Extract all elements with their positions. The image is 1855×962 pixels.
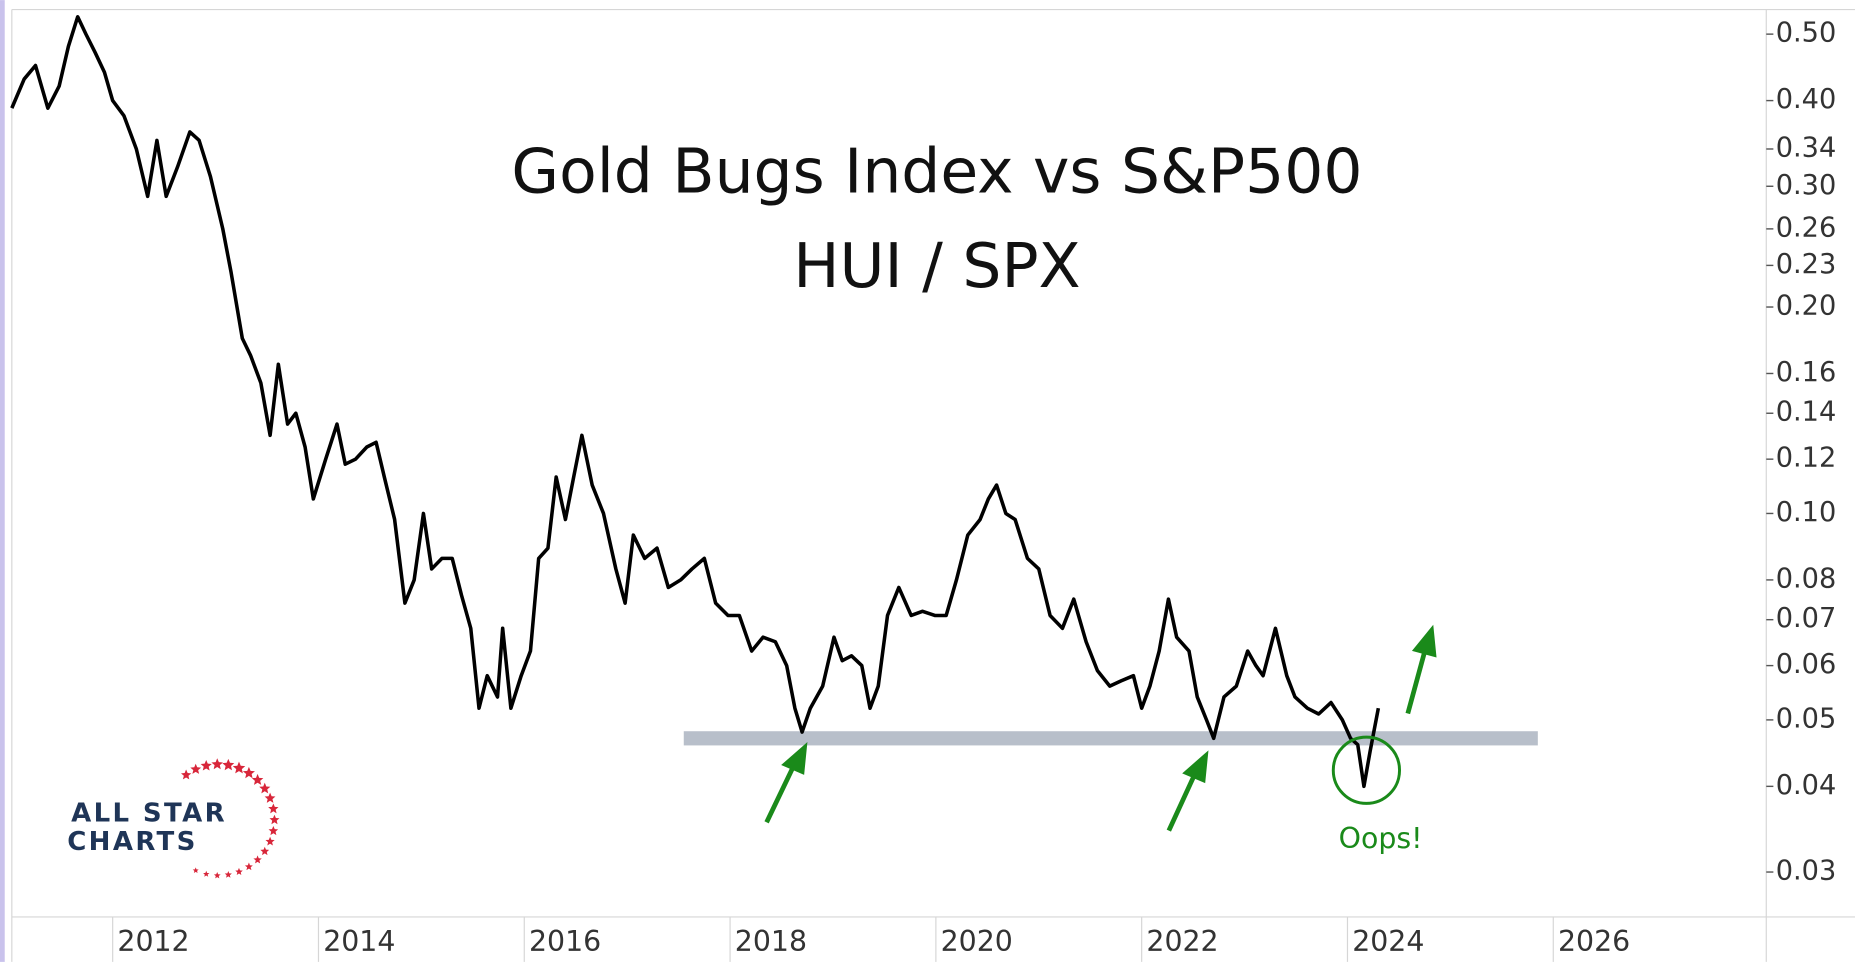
y-tick-label: 0.30 (1776, 170, 1837, 201)
logo-star (264, 792, 276, 803)
arrow-head (1182, 750, 1209, 784)
logo-star (190, 763, 202, 774)
logo-star (200, 759, 212, 771)
logo-star (211, 758, 224, 770)
y-tick-label: 0.14 (1776, 397, 1837, 428)
logo-star (222, 758, 235, 771)
logo-text: CHARTS (67, 827, 198, 857)
chart-title: Gold Bugs Index vs S&P500 (511, 135, 1362, 207)
y-tick-label: 0.12 (1776, 443, 1837, 474)
x-tick-label: 2014 (323, 925, 395, 958)
support-band (683, 731, 1538, 746)
y-tick-label: 0.06 (1776, 649, 1837, 680)
logo-star (232, 761, 246, 774)
logo-star (192, 867, 199, 874)
arrow-head (781, 742, 808, 775)
y-tick-label: 0.40 (1776, 84, 1837, 115)
logo-star (181, 769, 192, 780)
arrow (764, 762, 798, 824)
logo-star (235, 867, 243, 875)
y-tick-label: 0.23 (1776, 249, 1837, 280)
y-tick-label: 0.34 (1776, 132, 1837, 163)
arrow (1405, 647, 1428, 715)
logo-star (224, 871, 232, 878)
y-tick-label: 0.05 (1776, 703, 1837, 734)
logo-star (260, 846, 270, 856)
logo-star (253, 855, 262, 864)
y-tick-label: 0.07 (1776, 603, 1837, 634)
logo-star (213, 871, 221, 879)
y-tick-label: 0.16 (1776, 357, 1837, 388)
y-tick-label: 0.50 (1776, 18, 1837, 49)
logo-star (259, 782, 271, 794)
logo-star (203, 870, 210, 877)
x-tick-label: 2012 (117, 925, 189, 958)
logo-star (265, 836, 275, 846)
y-tick-label: 0.03 (1776, 856, 1837, 887)
logo-star (251, 773, 264, 785)
x-tick-label: 2022 (1146, 925, 1218, 958)
annotation: Oops! (1339, 822, 1423, 855)
chart-subtitle: HUI / SPX (793, 230, 1080, 302)
y-tick-label: 0.10 (1776, 497, 1837, 528)
y-tick-label: 0.04 (1776, 770, 1837, 801)
y-tick-label: 0.20 (1776, 291, 1837, 322)
x-tick-label: 2020 (941, 925, 1013, 958)
arrows (764, 624, 1437, 832)
x-tick-label: 2016 (529, 925, 601, 958)
plot (10, 15, 1538, 789)
y-tick-label: 0.26 (1776, 212, 1837, 243)
logo-star (269, 814, 280, 825)
y-tick-label: 0.08 (1776, 563, 1837, 594)
arrow-head (1411, 624, 1437, 658)
x-tick-label: 2024 (1352, 925, 1424, 958)
highlight-circle (1331, 735, 1402, 805)
arrow (1166, 770, 1199, 832)
x-tick-label: 2018 (735, 925, 807, 958)
logo-star (268, 803, 279, 814)
logo-text: ALL STAR (71, 799, 227, 829)
x-tick-label: 2026 (1558, 925, 1630, 958)
logo-star (268, 825, 279, 836)
series-line (10, 15, 1381, 789)
logo-star (244, 862, 253, 871)
left-edge (0, 0, 5, 962)
logo-star (242, 766, 255, 779)
logo: ALL STAR CHARTS (67, 758, 280, 879)
